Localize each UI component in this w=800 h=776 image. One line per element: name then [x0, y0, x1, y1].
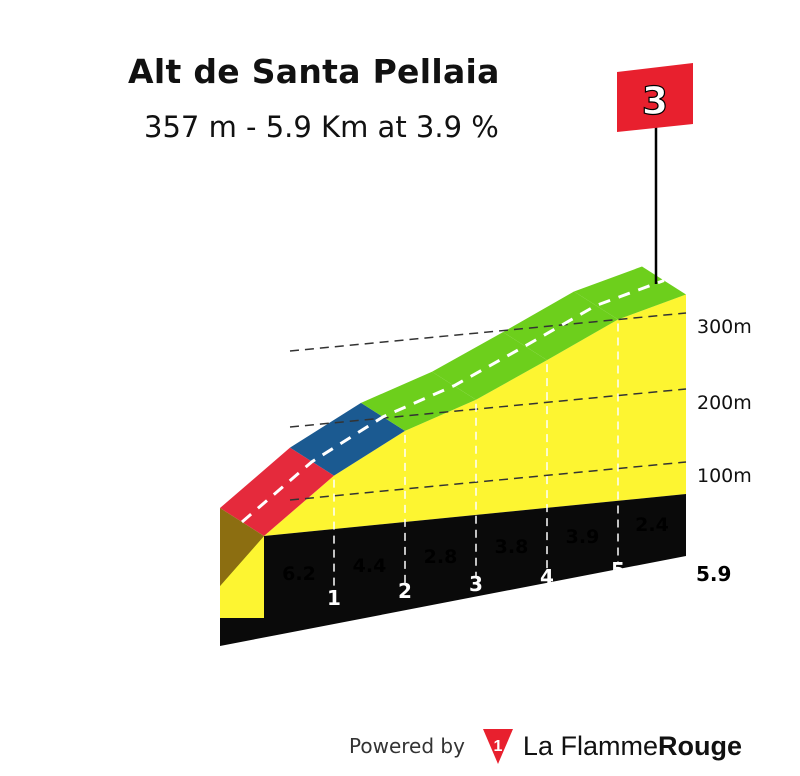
category-flag-label: 3 [642, 79, 668, 123]
climb-profile-chart: 100m 200m 300m 6.2 4.4 2.8 3.8 3.9 2.4 1 2 3 4 5 5.9 3 [220, 63, 752, 646]
segment-top-6 [574, 266, 686, 320]
elevation-tick-label: 300m [697, 316, 752, 338]
powered-by-text: Powered by [349, 734, 465, 758]
gradient-label: 2.4 [635, 514, 669, 536]
elevation-tick-label: 200m [697, 392, 752, 414]
climb-subtitle: 357 m - 5.9 Km at 3.9 % [144, 110, 499, 144]
km-marker-label: 4 [540, 565, 554, 589]
brand-name: La FlammeRouge [523, 731, 742, 762]
total-distance-label: 5.9 [696, 562, 731, 586]
brand-name-part2: Rouge [657, 730, 742, 761]
gradient-label: 3.9 [566, 526, 600, 548]
la-flamme-rouge-logo-icon: 1 [482, 729, 513, 764]
km-marker-label: 1 [327, 586, 341, 610]
elevation-tick-label: 100m [697, 465, 752, 487]
gradient-label: 3.8 [495, 536, 529, 558]
elevation-gridline-100 [289, 461, 687, 501]
route-line [241, 279, 665, 524]
gradient-label: 4.4 [353, 555, 387, 577]
profile-front-face [264, 294, 686, 536]
profile-start-face [220, 536, 264, 618]
km-marker-label: 2 [398, 579, 412, 603]
gradient-label: 2.8 [424, 546, 458, 568]
climb-title: Alt de Santa Pellaia [128, 52, 500, 91]
brand-name-part1: La Flamme [522, 730, 658, 761]
footer: Powered by 1 La FlammeRouge [349, 724, 742, 768]
profile-base-band [220, 494, 686, 646]
category-flag [617, 63, 693, 132]
km-marker-label: 3 [469, 572, 483, 596]
elevation-gridline-200 [289, 388, 687, 428]
elevation-gridline-300 [289, 312, 687, 352]
logo-mark: 1 [493, 738, 502, 755]
gradient-label: 6.2 [282, 563, 316, 585]
km-marker-label: 5 [611, 558, 625, 582]
